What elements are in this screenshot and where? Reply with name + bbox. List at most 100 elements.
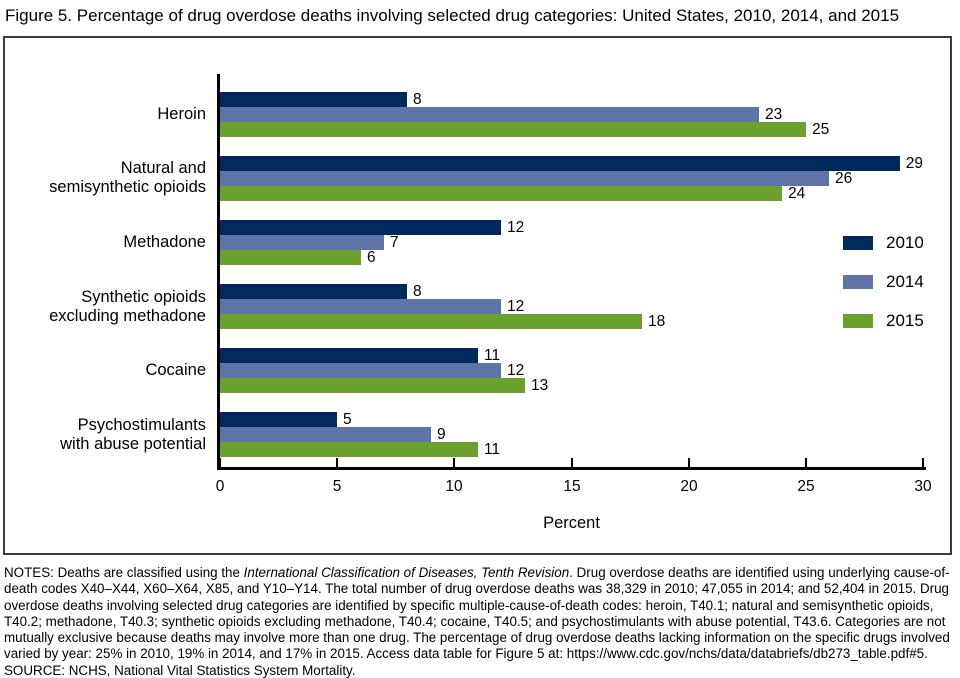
- legend-label-2014: 2014: [886, 272, 924, 291]
- notes-italic-segment: International Classification of Diseases…: [243, 565, 570, 580]
- bar-value-label: 18: [648, 313, 666, 331]
- bar-2014-synthetic-opioids-excluding-methadone: [220, 299, 501, 315]
- bar-value-label: 24: [788, 184, 806, 202]
- bar-2010-synthetic-opioids-excluding-methadone: [220, 284, 407, 300]
- bar-group-methadone: 12 7 6: [220, 210, 923, 274]
- bar-row: 5: [220, 411, 923, 429]
- bar-value-label: 29: [905, 154, 923, 172]
- bar-row: 12: [220, 299, 923, 314]
- legend: 2010 2014 2015: [843, 233, 924, 330]
- legend-item-2014: 2014: [843, 272, 924, 291]
- bar-2015-methadone: [220, 249, 361, 265]
- bar-row: 25: [220, 121, 923, 137]
- bar-groups: 8 23 25 29 26 24 12 7 6 8 12 18 11 12 13 5 9 11: [220, 82, 923, 467]
- bar-row: 6: [220, 250, 923, 265]
- legend-item-2015: 2015: [843, 311, 924, 330]
- x-tick-label-25: 25: [797, 478, 815, 495]
- x-tick-0: [219, 458, 221, 467]
- bar-2015-cocaine: [220, 378, 525, 394]
- bar-value-label: 8: [413, 283, 422, 301]
- bar-2010-methadone: [220, 219, 501, 235]
- x-tick-label-0: 0: [215, 478, 225, 495]
- x-tick-5: [336, 458, 338, 467]
- bar-value-label: 12: [507, 298, 525, 316]
- bar-2010-psychostimulants-with-abuse-potential: [220, 412, 337, 428]
- legend-swatch-2014: [843, 275, 873, 289]
- plot-area: 8 23 25 29 26 24 12 7 6 8 12 18 11 12 13 5 9 11: [217, 74, 926, 470]
- x-tick-15: [571, 458, 573, 467]
- chart-frame: Heroin Natural and semisynthetic opioids Me…: [3, 36, 952, 555]
- bar-2015-natural-and-semisynthetic-opioids: [220, 185, 782, 201]
- bar-value-label: 5: [343, 411, 352, 429]
- category-label-psychostimulants-with-abuse-potential: Psychostimulants with abuse potential: [60, 415, 206, 453]
- bar-row: 13: [220, 377, 923, 395]
- bar-value-label: 12: [507, 218, 525, 236]
- category-label-cocaine: Cocaine: [145, 361, 206, 380]
- bar-value-label: 23: [765, 105, 783, 123]
- bar-2014-psychostimulants-with-abuse-potential: [220, 427, 431, 443]
- bar-row: 26: [220, 171, 923, 186]
- x-tick-label-5: 5: [332, 478, 342, 495]
- x-tick-10: [453, 458, 455, 467]
- bar-value-label: 13: [531, 377, 549, 395]
- bar-value-label: 11: [484, 347, 501, 365]
- legend-item-2010: 2010: [843, 233, 924, 252]
- bar-2014-heroin: [220, 106, 759, 122]
- bar-value-label: 8: [413, 90, 422, 108]
- bar-2010-cocaine: [220, 348, 478, 364]
- notes-segment: NOTES: Deaths are classified using the: [4, 565, 244, 580]
- bar-row: 24: [220, 186, 923, 201]
- x-axis-line: [217, 467, 926, 470]
- x-tick-label-15: 15: [563, 478, 581, 495]
- bar-value-label: 6: [367, 248, 376, 266]
- bar-2015-psychostimulants-with-abuse-potential: [220, 442, 478, 458]
- notes-segment: . Drug overdose deaths are identified us…: [4, 565, 950, 662]
- x-tick-30: [922, 458, 924, 467]
- bar-row: 11: [220, 441, 923, 459]
- category-label-methadone: Methadone: [123, 232, 206, 251]
- bar-2015-synthetic-opioids-excluding-methadone: [220, 314, 642, 330]
- notes-block: NOTES: Deaths are classified using the I…: [4, 565, 957, 678]
- x-tick-25: [805, 458, 807, 467]
- bar-2010-heroin: [220, 91, 407, 107]
- bar-row: 11: [220, 347, 923, 365]
- bar-2015-heroin: [220, 121, 806, 137]
- bar-group-cocaine: 11 12 13: [220, 339, 923, 403]
- bar-value-label: 7: [390, 233, 399, 251]
- bar-value-label: 9: [437, 426, 446, 444]
- bar-row: 8: [220, 90, 923, 108]
- bar-group-heroin: 8 23 25: [220, 82, 923, 146]
- bar-row: 12: [220, 362, 923, 380]
- bar-2010-natural-and-semisynthetic-opioids: [220, 155, 900, 171]
- figure-title: Figure 5. Percentage of drug overdose de…: [5, 6, 900, 25]
- x-tick-20: [688, 458, 690, 467]
- x-axis-tick-labels: 0 5 10 15 20 25 30: [216, 478, 932, 498]
- category-label-heroin: Heroin: [157, 104, 206, 123]
- category-axis-labels: Heroin Natural and semisynthetic opioids Me…: [5, 82, 206, 467]
- x-tick-label-30: 30: [914, 478, 932, 495]
- bar-row: 7: [220, 235, 923, 250]
- bar-group-synthetic-opioids-excluding-methadone: 8 12 18: [220, 275, 923, 339]
- legend-swatch-2010: [843, 236, 873, 250]
- legend-swatch-2015: [843, 314, 873, 328]
- legend-label-2015: 2015: [886, 311, 924, 330]
- notes-text: NOTES: Deaths are classified using the I…: [4, 565, 957, 663]
- bar-value-label: 12: [507, 362, 525, 380]
- bar-group-psychostimulants-with-abuse-potential: 5 9 11: [220, 403, 923, 467]
- bar-2014-cocaine: [220, 363, 501, 379]
- bar-value-label: 26: [835, 169, 853, 187]
- bar-row: 9: [220, 426, 923, 444]
- source-text: SOURCE: NCHS, National Vital Statistics …: [4, 662, 356, 678]
- x-tick-label-20: 20: [680, 478, 698, 495]
- bar-row: 18: [220, 314, 923, 329]
- y-axis-line: [217, 74, 220, 470]
- x-tick-label-10: 10: [445, 478, 463, 495]
- bar-value-label: 11: [484, 441, 501, 459]
- x-axis-title: Percent: [543, 514, 600, 532]
- category-label-natural-and-semisynthetic-opioids: Natural and semisynthetic opioids: [49, 159, 206, 197]
- legend-label-2010: 2010: [886, 233, 924, 252]
- bar-row: 12: [220, 220, 923, 235]
- bar-2014-natural-and-semisynthetic-opioids: [220, 170, 829, 186]
- category-label-synthetic-opioids-excluding-methadone: Synthetic opioids excluding methadone: [49, 287, 206, 325]
